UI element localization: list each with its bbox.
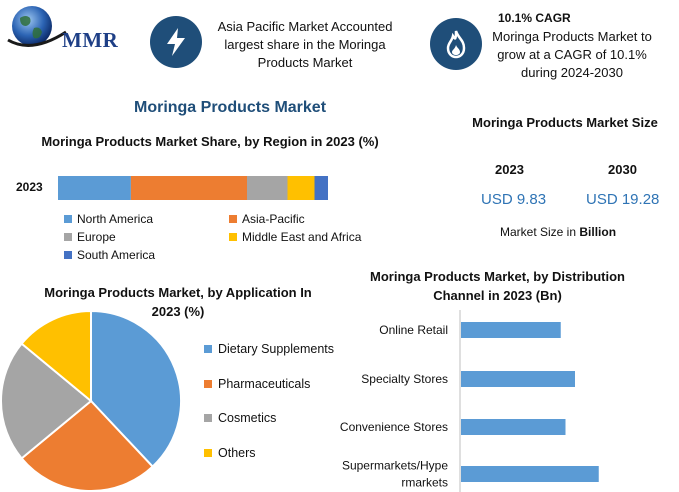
legend-label: Pharmaceuticals [218, 376, 311, 391]
y-tick-label: Specialty Stores [361, 372, 448, 386]
page-title: Moringa Products Market [133, 99, 327, 116]
chart-title: Moringa Products Market, by Application … [44, 285, 312, 319]
legend-label: Asia-Pacific [242, 212, 305, 226]
legend-label: South America [77, 248, 156, 262]
legend-label: Dietary Supplements [218, 342, 335, 356]
legend-item: Dietary Supplements [204, 342, 334, 356]
y-tick-label: Online Retail [379, 323, 448, 337]
legend-swatch [204, 414, 212, 422]
section-title: Moringa Products Market Size [472, 115, 658, 130]
bar-segment [287, 176, 315, 200]
application-pie-chart [0, 310, 182, 492]
y-tick-label: Convenience Stores [340, 420, 448, 434]
legend-swatch [64, 215, 72, 223]
size-year: 2023 [495, 162, 524, 177]
bar [461, 419, 566, 435]
legend-label: Cosmetics [218, 411, 277, 425]
highlight-icon-circle [430, 18, 482, 70]
globe-icon [7, 6, 67, 47]
size-value: USD 9.83 [481, 191, 547, 208]
lightning-bolt-icon [167, 28, 185, 56]
legend-swatch [204, 448, 212, 457]
legend-item: Middle East and Africa [229, 230, 361, 244]
pie-slice [0, 342, 93, 460]
legend-item: Asia-Pacific [229, 212, 305, 226]
bar [461, 466, 599, 482]
size-note-prefix: Market Size in [500, 225, 580, 239]
bar-segment [247, 176, 288, 200]
distribution-bar-chart: Online Retail Specialty Stores Convenience… [340, 310, 599, 492]
size-note-unit: Billion [579, 225, 617, 239]
y-tick-label: Supermarkets/Hype [342, 459, 448, 473]
legend-swatch [229, 215, 237, 223]
bar-segment [130, 176, 247, 200]
bar [461, 322, 561, 338]
y-tick-label: 2023 [16, 180, 43, 194]
highlight-icon-circle [150, 16, 202, 68]
bar-segment [314, 176, 328, 200]
legend-swatch [204, 345, 212, 353]
flame-icon [446, 30, 466, 59]
legend-swatch [64, 233, 72, 241]
legend-item: Cosmetics [204, 411, 276, 425]
highlight-text: Asia Pacific Market Accounted largest sh… [217, 19, 393, 70]
size-note: Market Size in Billion [500, 225, 616, 239]
legend-swatch [204, 379, 212, 388]
legend-item: Europe [64, 230, 116, 244]
legend-label: Europe [77, 230, 116, 244]
legend-item: North America [64, 212, 153, 226]
chart-legend: North America Asia-Pacific Europe Middle Ea… [64, 212, 394, 264]
highlight-title: 10.1% CAGR [498, 11, 571, 25]
size-year: 2030 [608, 162, 637, 177]
y-tick-label: rmarkets [401, 476, 448, 490]
brand-name: MMR [62, 28, 119, 52]
legend-label: Others [218, 445, 256, 460]
legend-swatch [64, 251, 72, 259]
size-value: USD 19.28 [586, 191, 660, 208]
brand-logo [4, 4, 134, 56]
pie-slice [90, 310, 182, 469]
bar-segment [58, 176, 131, 200]
legend-label: North America [77, 212, 154, 226]
chart-title: Moringa Products Market, by Distribution… [370, 269, 625, 303]
highlight-text: Moringa Products Market to grow at a CAG… [492, 29, 652, 80]
pie-slice [20, 310, 92, 404]
region-stacked-bar-chart [58, 176, 328, 200]
legend-item: Pharmaceuticals [204, 377, 310, 391]
chart-title: Moringa Products Market Share, by Region… [41, 134, 379, 149]
bar [461, 371, 575, 387]
legend-item: Others [204, 446, 256, 460]
chart-legend: Dietary Supplements Pharmaceuticals Cosmet… [204, 342, 364, 472]
legend-swatch [229, 233, 237, 241]
legend-label: Middle East and Africa [242, 230, 362, 244]
pie-slice [20, 399, 155, 492]
legend-item: South America [64, 248, 155, 262]
